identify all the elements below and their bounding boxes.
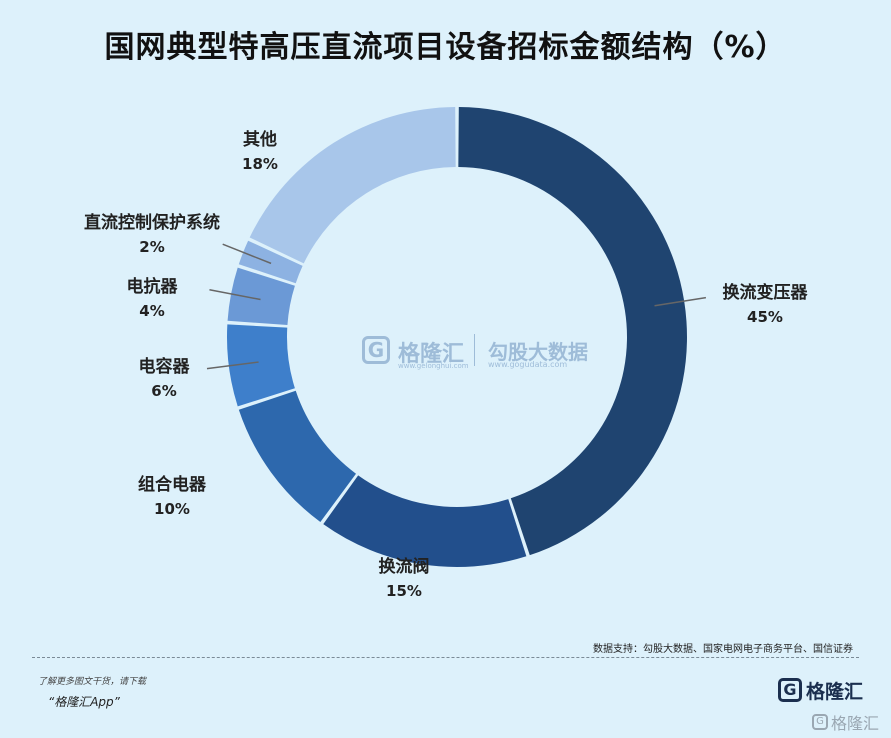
category-label-2: 换流阀 bbox=[379, 556, 430, 577]
footer-brand-watermark: G 格隆汇 bbox=[812, 710, 879, 734]
watermark: G 格隆汇 www.gelonghui.com 勾股大数据 www.goguda… bbox=[362, 332, 602, 372]
category-label-1: 换流变压器 bbox=[723, 282, 809, 303]
footer-brand-name-small: 格隆汇 bbox=[831, 714, 880, 733]
slice-5 bbox=[227, 267, 295, 325]
value-label-6: 2% bbox=[139, 238, 164, 256]
watermark-brand: 格隆汇 bbox=[398, 342, 465, 367]
slice-3 bbox=[238, 390, 356, 523]
leader-line-1 bbox=[654, 296, 707, 307]
watermark-divider bbox=[474, 334, 475, 366]
footer-brand: G 格隆汇 bbox=[778, 676, 863, 704]
gelonghui-logo-icon: G bbox=[362, 336, 390, 364]
category-label-6: 直流控制保护系统 bbox=[84, 212, 220, 233]
category-label-3: 组合电器 bbox=[138, 474, 207, 495]
footer-brand-name: 格隆汇 bbox=[806, 680, 864, 703]
slice-1 bbox=[458, 107, 687, 556]
slice-6 bbox=[238, 240, 303, 284]
value-label-7: 18% bbox=[242, 155, 278, 173]
promo-app-name: “格隆汇App” bbox=[48, 695, 120, 709]
chart-title: 国网典型特高压直流项目设备招标金额结构（%） bbox=[104, 30, 787, 65]
watermark-brand-url: www.gelonghui.com bbox=[398, 362, 469, 370]
value-label-4: 6% bbox=[151, 382, 176, 400]
gelonghui-logo-icon: G bbox=[812, 714, 828, 730]
leader-line-4 bbox=[206, 361, 259, 370]
watermark-partner: 勾股大数据 bbox=[488, 340, 588, 364]
footer-divider bbox=[32, 657, 859, 658]
watermark-partner-url: www.gogudata.com bbox=[488, 360, 568, 369]
slice-2 bbox=[323, 475, 527, 567]
gelonghui-logo-icon: G bbox=[778, 678, 802, 702]
promo-text: 了解更多图文干货，请下载 bbox=[38, 677, 147, 687]
slice-7 bbox=[249, 107, 456, 264]
value-label-3: 10% bbox=[154, 500, 190, 518]
leader-line-5 bbox=[209, 289, 261, 301]
value-label-1: 45% bbox=[747, 308, 783, 326]
category-label-5: 电抗器 bbox=[127, 276, 179, 297]
category-label-4: 电容器 bbox=[139, 356, 191, 377]
leader-line-6 bbox=[222, 243, 272, 265]
value-label-5: 4% bbox=[139, 302, 164, 320]
category-label-7: 其他 bbox=[243, 129, 277, 150]
slice-4 bbox=[226, 324, 295, 407]
value-label-2: 15% bbox=[386, 582, 422, 600]
data-source-note: 数据支持：勾股大数据、国家电网电子商务平台、国信证券 bbox=[593, 644, 853, 655]
